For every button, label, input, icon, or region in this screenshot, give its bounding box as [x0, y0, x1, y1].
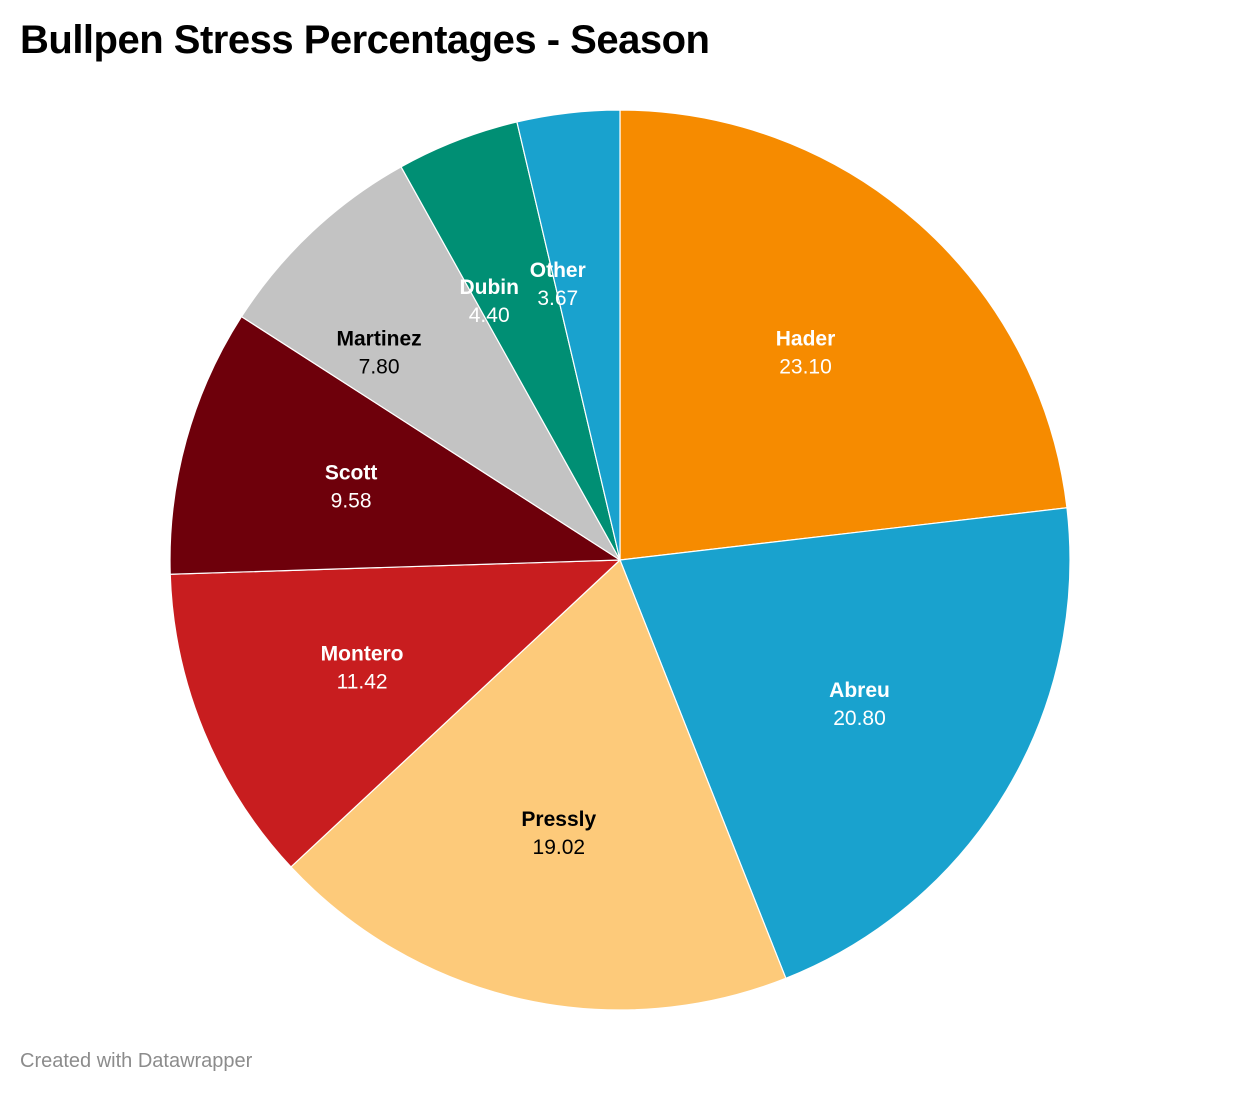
pie-labels: Hader 23.10 Abreu 20.80 Pressly 19.02 Montero 1… — [321, 259, 890, 859]
slice-label-hader: Hader — [776, 328, 836, 351]
slice-value-hader: 23.10 — [779, 356, 832, 379]
slice-value-scott: 9.58 — [331, 490, 372, 513]
slice-value-abreu: 20.80 — [833, 707, 886, 730]
slice-label-pressly: Pressly — [521, 808, 596, 831]
credit-text: Created with Datawrapper — [20, 1050, 253, 1072]
pie-slice-abreu — [619, 507, 1071, 980]
pie-slice-other — [516, 109, 621, 561]
pie-slices — [169, 109, 1071, 1011]
pie-slice-pressly — [290, 558, 787, 1011]
slice-label-scott: Scott — [325, 462, 378, 485]
slice-label-abreu: Abreu — [829, 679, 890, 702]
chart-title: Bullpen Stress Percentages - Season — [20, 18, 710, 62]
slice-label-dubin: Dubin — [459, 276, 518, 299]
slice-value-montero: 11.42 — [337, 670, 388, 693]
slice-value-dubin: 4.40 — [469, 304, 510, 327]
slice-value-martinez: 7.80 — [359, 356, 400, 379]
pie-slice-scott — [169, 315, 622, 575]
pie-slice-martinez — [240, 166, 621, 561]
slice-value-other: 3.67 — [537, 287, 578, 310]
slice-value-pressly: 19.02 — [533, 836, 586, 859]
pie-slice-montero — [169, 559, 622, 868]
pie-slice-hader — [619, 109, 1068, 561]
slice-label-montero: Montero — [321, 642, 404, 665]
slice-label-martinez: Martinez — [337, 328, 422, 351]
slice-label-other: Other — [530, 259, 586, 282]
